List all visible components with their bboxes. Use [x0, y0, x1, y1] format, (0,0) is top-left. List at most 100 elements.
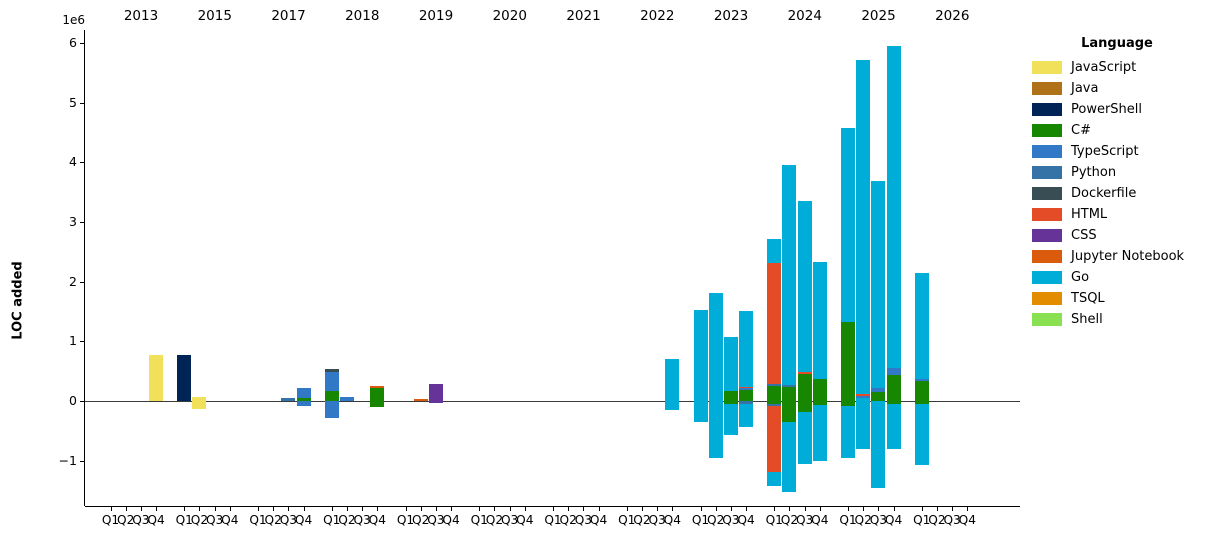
year-label: 2022	[640, 8, 675, 24]
y-tick-label: 1	[69, 333, 77, 349]
bar-2023-Q4-go	[739, 310, 754, 387]
legend-label: Jupyter Notebook	[1071, 249, 1185, 264]
x-tick-label: Q4	[147, 513, 165, 527]
legend-label: Go	[1071, 270, 1090, 285]
legend-swatch-icon	[1032, 250, 1062, 263]
x-tick-label: Q1	[839, 513, 857, 527]
legend-swatch-icon	[1032, 61, 1062, 74]
x-tick-mark	[214, 507, 216, 511]
bar-2024-Q2-python	[782, 384, 797, 388]
x-tick-mark	[524, 507, 526, 511]
legend-swatch-icon	[1032, 313, 1062, 326]
y-tick-mark	[80, 281, 84, 283]
legend-entry-typescript: TypeScript	[1024, 141, 1204, 162]
bar-2023-Q4-html	[739, 386, 754, 389]
x-tick-mark	[863, 507, 865, 511]
x-tick-label: Q2	[633, 513, 651, 527]
legend-title: Language	[1081, 36, 1153, 51]
bar-2015-Q1-powershell	[177, 355, 192, 401]
x-tick-label: Q4	[811, 513, 829, 527]
bar-2019-Q2-jupyter-notebook	[413, 399, 428, 401]
x-tick-label: Q1	[101, 513, 120, 527]
x-tick-mark	[303, 507, 305, 511]
left-spine	[84, 30, 85, 506]
y-tick-label: 2	[69, 273, 77, 289]
x-tick-label: Q3	[132, 513, 150, 527]
x-tick-label: Q1	[618, 513, 636, 527]
y-axis-offset-text: 1e6	[62, 13, 85, 27]
year-label: 2015	[197, 8, 232, 24]
year-label: 2019	[418, 8, 454, 24]
bar-2026-Q1-c-	[914, 401, 929, 404]
x-tick-mark	[626, 507, 628, 511]
bar-2015-Q2-javascript	[192, 396, 207, 409]
bar-2017-Q4-c-	[296, 398, 311, 401]
x-tick-label: Q4	[294, 513, 313, 527]
x-tick-mark	[156, 507, 158, 511]
bar-2023-Q4-c-	[739, 390, 754, 401]
bar-2013-Q4-javascript	[149, 355, 164, 401]
bar-2023-Q2-go	[708, 292, 723, 458]
x-tick-label: Q2	[928, 513, 946, 527]
bar-2023-Q4-typescript	[739, 388, 754, 391]
x-tick-mark	[258, 507, 259, 511]
bar-2025-Q4-go	[886, 45, 901, 369]
x-tick-mark	[288, 507, 290, 511]
x-tick-mark	[672, 507, 674, 511]
bar-2024-Q4-go	[812, 261, 827, 379]
legend-label: TypeScript	[1071, 144, 1139, 159]
bar-2023-Q4-python	[739, 401, 754, 404]
x-tick-label: Q4	[368, 513, 387, 527]
x-tick-mark	[583, 507, 585, 511]
x-tick-mark	[878, 507, 880, 511]
bar-2024-Q3-html	[797, 371, 812, 375]
x-tick-mark	[140, 507, 142, 511]
bar-2025-Q3-typescript	[871, 387, 886, 393]
bar-2024-Q3-c-	[797, 401, 812, 412]
bar-2024-Q3-go	[797, 201, 812, 372]
x-tick-mark	[893, 507, 895, 511]
legend-label: JavaScript	[1071, 60, 1137, 75]
legend-swatch-icon	[1032, 124, 1062, 137]
x-tick-label: Q3	[500, 513, 519, 527]
legend: Language JavaScript Java PowerShell C# TypeS…	[1024, 36, 1204, 330]
y-tick-label: −1	[58, 452, 77, 468]
x-tick-label: Q2	[264, 513, 282, 527]
y-tick-label: 5	[69, 94, 77, 110]
x-tick-mark	[819, 507, 821, 511]
year-label: 2026	[935, 8, 970, 24]
y-tick-label: 6	[69, 34, 77, 50]
x-tick-label: Q4	[958, 513, 977, 527]
x-tick-mark	[125, 507, 127, 511]
year-label: 2021	[566, 8, 601, 24]
x-tick-label: Q2	[485, 513, 504, 527]
bar-2026-Q1-go	[914, 403, 929, 466]
bar-2024-Q2-c-	[782, 387, 797, 401]
bar-2024-Q1-go	[767, 239, 782, 264]
bar-2025-Q1-go	[841, 127, 855, 323]
x-tick-label: Q3	[648, 513, 666, 527]
bar-2025-Q3-go	[871, 401, 886, 488]
legend-entry-c-: C#	[1024, 120, 1204, 141]
bar-2019-Q3-css	[428, 384, 443, 403]
x-tick-mark	[730, 507, 732, 511]
legend-label: TSQL	[1071, 291, 1105, 306]
x-tick-mark	[184, 507, 186, 511]
bar-2024-Q1-python	[767, 403, 782, 406]
legend-entry-html: HTML	[1024, 204, 1204, 225]
bar-2023-Q3-c-	[723, 390, 738, 404]
x-tick-label: Q4	[589, 513, 608, 527]
bar-2025-Q4-typescript	[886, 368, 901, 375]
legend-entries: JavaScript Java PowerShell C# TypeScript Pyth…	[1024, 57, 1204, 330]
legend-label: Python	[1071, 165, 1117, 180]
legend-entry-shell: Shell	[1024, 309, 1204, 330]
bar-2018-Q2-typescript	[339, 396, 354, 401]
bar-2024-Q2-c-	[782, 401, 797, 422]
x-tick-mark	[715, 507, 717, 511]
x-tick-label: Q3	[943, 513, 961, 527]
legend-label: Dockerfile	[1071, 186, 1137, 201]
legend-swatch-icon	[1032, 208, 1062, 221]
bar-2025-Q2-html	[856, 393, 871, 397]
bar-2017-Q4-typescript	[296, 387, 311, 398]
